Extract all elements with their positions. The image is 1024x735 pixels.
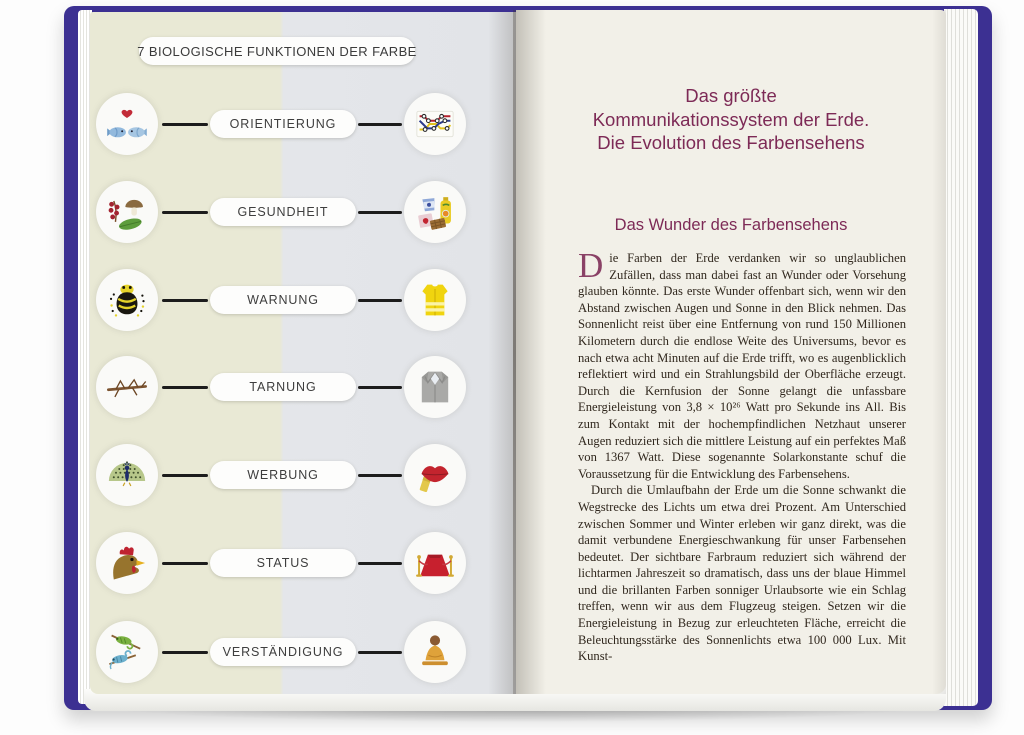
red-carpet-icon	[416, 554, 454, 577]
function-label-pill: TARNUNG	[210, 373, 356, 401]
chapter-heading: Das größte Kommunikationssystem der Erde…	[516, 84, 946, 155]
left-page: 7 BIOLOGISCHE FUNKTIONEN DER FARBE ORIEN…	[90, 12, 516, 694]
icon-circle	[96, 532, 158, 594]
icon-circle	[404, 621, 466, 683]
connector-line	[162, 298, 208, 302]
connector-line	[162, 561, 208, 565]
safety-vest-icon	[422, 284, 448, 316]
function-label-pill: VERSTÄNDIGUNG	[210, 638, 356, 666]
chapter-heading-line: Das größte	[685, 85, 777, 106]
chapter-heading-line: Die Evolution des Farbensehens	[597, 132, 865, 153]
gray-suit-icon	[421, 371, 449, 403]
connector-line	[358, 122, 402, 126]
function-label-pill: WARNUNG	[210, 286, 356, 314]
connector-line	[162, 385, 208, 389]
infographic-title: 7 BIOLOGISCHE FUNKTIONEN DER FARBE	[137, 37, 416, 65]
icon-circle	[404, 181, 466, 243]
section-heading: Das Wunder des Farbensehens	[614, 216, 848, 234]
icon-circle	[96, 444, 158, 506]
poison-dart-frog-icon	[109, 284, 145, 317]
body-paragraph-2: Durch die Umlaufbahn der Erde um die Son…	[578, 483, 906, 664]
connector-line	[358, 385, 402, 389]
berries-mushroom-leaf-icon	[108, 199, 143, 230]
gutter-shade-left	[488, 12, 516, 694]
function-label-pill: WERBUNG	[210, 461, 356, 489]
page-edges-bottom	[84, 689, 946, 711]
lips-lipstick-icon	[419, 466, 449, 493]
icon-circle	[96, 181, 158, 243]
rooster-icon	[113, 546, 146, 580]
connector-line	[162, 650, 208, 654]
connector-line	[358, 473, 402, 477]
peacock-icon	[108, 461, 146, 487]
outer-edge-shade	[932, 10, 946, 694]
chameleons-icon	[109, 634, 141, 670]
icon-circle	[96, 621, 158, 683]
icon-circle	[404, 444, 466, 506]
right-page: Das größte Kommunikationssystem der Erde…	[516, 10, 946, 694]
function-label-pill: STATUS	[210, 549, 356, 577]
gutter-shade-right	[516, 10, 546, 694]
function-label-pill: GESUNDHEIT	[210, 198, 356, 226]
page-edges-left	[78, 10, 92, 704]
function-label-pill: ORIENTIERUNG	[210, 110, 356, 138]
connector-line	[162, 122, 208, 126]
connector-line	[358, 298, 402, 302]
meditating-monk-icon	[422, 635, 448, 666]
page-edges-right	[944, 9, 978, 706]
icon-circle	[404, 269, 466, 331]
icon-circle	[404, 356, 466, 418]
icon-circle	[96, 356, 158, 418]
chapter-heading-line: Kommunikationssystem der Erde.	[592, 108, 870, 130]
icon-circle	[96, 93, 158, 155]
connector-line	[358, 561, 402, 565]
metro-map-icon	[416, 110, 454, 138]
book-gutter	[513, 10, 516, 694]
connector-line	[358, 650, 402, 654]
icon-circle	[404, 532, 466, 594]
fish-pair-heart-icon	[107, 109, 147, 138]
healthy-food-products-icon	[418, 197, 451, 230]
icon-circle	[96, 269, 158, 331]
stick-insect-icon	[106, 378, 148, 398]
paragraph-1-text: ie Farben der Erde verdanken wir so ungl…	[578, 251, 906, 481]
connector-line	[358, 210, 402, 214]
drop-cap: D	[578, 246, 604, 285]
connector-line	[162, 473, 208, 477]
icon-circle	[404, 93, 466, 155]
connector-line	[162, 210, 208, 214]
